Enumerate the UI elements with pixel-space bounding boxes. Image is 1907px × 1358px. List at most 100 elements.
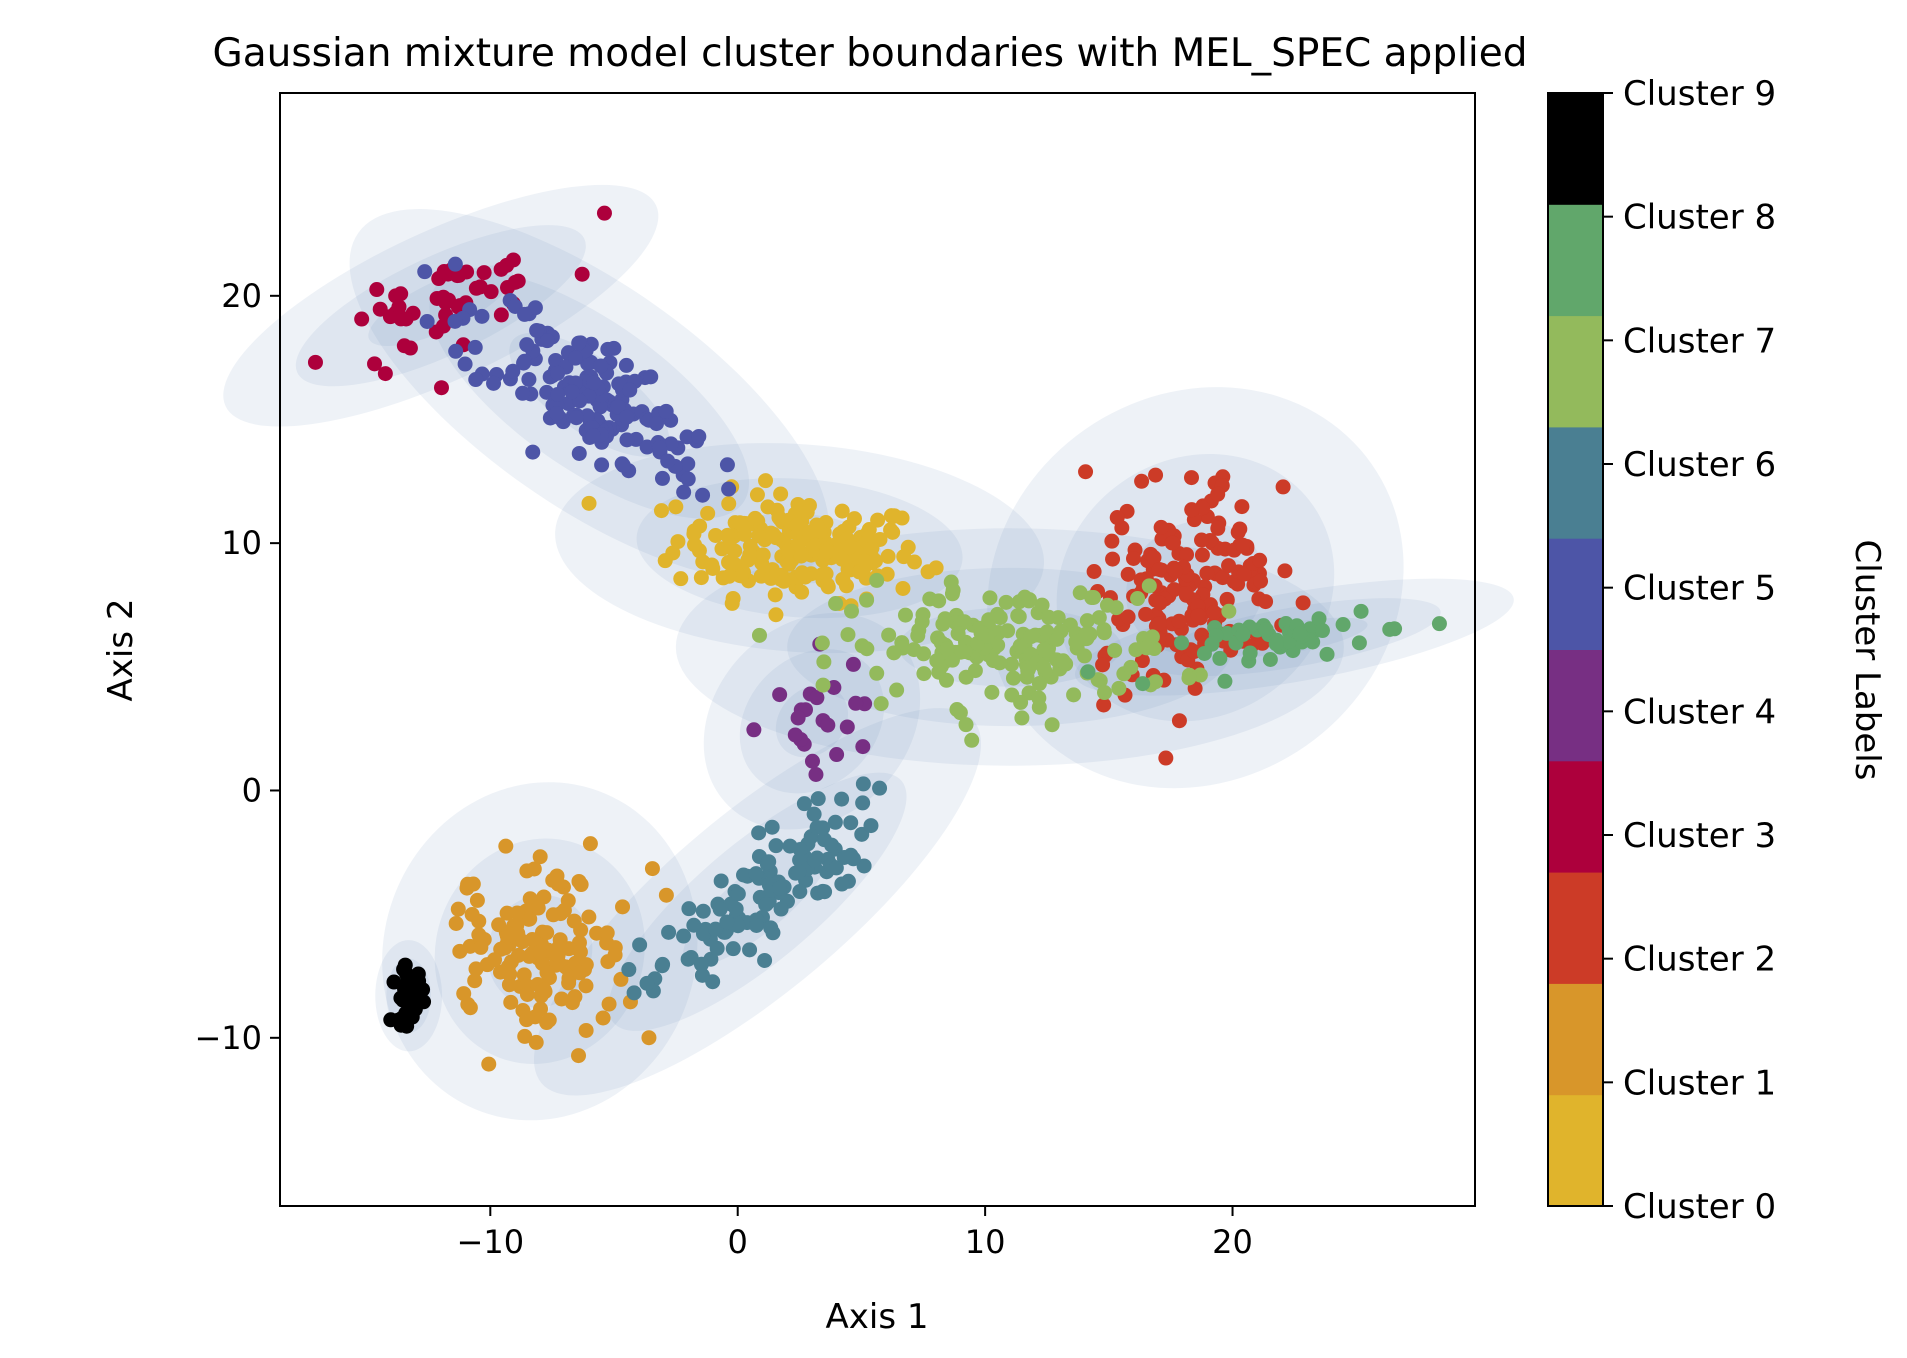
- cluster-5-point: [571, 445, 587, 461]
- cluster-8-point: [1135, 676, 1151, 692]
- colorbar-tick-label: Cluster 3: [1623, 816, 1776, 856]
- cluster-5-point: [550, 365, 566, 381]
- cluster-8-point: [1292, 626, 1308, 642]
- cluster-6-point: [719, 914, 735, 930]
- cluster-7-point: [859, 592, 875, 608]
- cluster-5-point: [594, 457, 610, 473]
- cluster-6-point: [764, 819, 780, 835]
- colorbar-tick-label: Cluster 7: [1623, 321, 1776, 361]
- cluster-5-point: [721, 481, 737, 497]
- cluster-0-point: [742, 547, 758, 563]
- cluster-1-point: [578, 1022, 594, 1038]
- cluster-1-point: [595, 1010, 611, 1026]
- cluster-5-point: [516, 355, 532, 371]
- cluster-7-point: [954, 643, 970, 659]
- cluster-2-point: [1219, 592, 1235, 608]
- cluster-5-point: [695, 487, 711, 503]
- cluster-3-point: [354, 311, 370, 327]
- cluster-7-point: [992, 610, 1008, 626]
- cluster-7-point: [985, 653, 1001, 669]
- cluster-4-ellipse-3sigma: [703, 613, 921, 830]
- cluster-5-point: [652, 440, 668, 456]
- cluster-6-point: [693, 956, 709, 972]
- cluster-2-point: [1158, 750, 1174, 766]
- cluster-7-point: [1005, 670, 1021, 686]
- cluster-0-point: [758, 473, 774, 489]
- cluster-7-point: [751, 627, 767, 643]
- cluster-7-point: [840, 627, 856, 643]
- cluster-5-point: [517, 306, 533, 322]
- cluster-6-point: [655, 956, 671, 972]
- cluster-4-ellipse-2sigma: [739, 649, 885, 794]
- cluster-5-point: [519, 337, 535, 353]
- cluster-8-point: [1382, 621, 1398, 637]
- cluster-0-point: [842, 539, 858, 555]
- cluster-7-point: [897, 607, 913, 623]
- cluster-8-point: [1242, 645, 1258, 661]
- cluster-6-point: [872, 780, 888, 796]
- cluster-7-point: [815, 677, 831, 693]
- cluster-6-point: [807, 852, 823, 868]
- cluster-1-point: [549, 868, 565, 884]
- cluster-6-point: [632, 937, 648, 953]
- cluster-5-point: [515, 385, 531, 401]
- cluster-1-point: [536, 889, 552, 905]
- cluster-2-point: [1194, 532, 1210, 548]
- cluster-6-point: [856, 858, 872, 874]
- cluster-5-point: [611, 376, 627, 392]
- cluster-7-point: [1036, 642, 1052, 658]
- cluster-5-point: [585, 428, 601, 444]
- cluster-3-point: [493, 307, 509, 323]
- cluster-6-point: [828, 860, 844, 876]
- cluster-6-point: [725, 941, 741, 957]
- cluster-5-point: [663, 436, 679, 452]
- cluster-2-point: [1134, 653, 1150, 669]
- cluster-7-point: [938, 672, 954, 688]
- cluster-7-point: [950, 626, 966, 642]
- cluster-0-point: [721, 554, 737, 570]
- cluster-7-point: [1221, 603, 1237, 619]
- cluster-7-point: [981, 612, 997, 628]
- cluster-6-point: [771, 880, 787, 896]
- cluster-7-point: [1000, 623, 1016, 639]
- chart-title: Gaussian mixture model cluster boundarie…: [213, 31, 1528, 76]
- cluster-7-point: [1021, 592, 1037, 608]
- cluster-5-point: [468, 372, 484, 388]
- cluster-7-point: [1123, 659, 1139, 675]
- cluster-0-point: [883, 508, 899, 524]
- cluster-1-point: [641, 1030, 657, 1046]
- cluster-7-point: [944, 586, 960, 602]
- x-axis-label: Axis 1: [826, 1297, 929, 1337]
- cluster-5-point: [527, 300, 543, 316]
- cluster-0-point: [819, 577, 835, 593]
- cluster-8-point: [1314, 623, 1330, 639]
- cluster-5-point: [615, 457, 631, 473]
- cluster-0-point: [657, 553, 673, 569]
- cluster-6-point: [768, 838, 784, 854]
- cluster-6-point: [694, 967, 710, 983]
- colorbar-swatch-cluster-0: [1548, 1094, 1603, 1207]
- cluster-0-point: [767, 587, 783, 603]
- cluster-6-point: [748, 917, 764, 933]
- cluster-0-point: [760, 499, 776, 515]
- cluster-5-point: [447, 256, 463, 272]
- cluster-0-point: [864, 540, 880, 556]
- cluster-1-point: [532, 944, 548, 960]
- cluster-7-point: [956, 614, 972, 630]
- cluster-0-point: [724, 595, 740, 611]
- cluster-6-point: [680, 951, 696, 967]
- cluster-2-point: [1138, 606, 1154, 622]
- cluster-6-point: [728, 901, 744, 917]
- cluster-0-point: [653, 503, 669, 519]
- cluster-7-point: [984, 684, 1000, 700]
- cluster-2-point: [1120, 609, 1136, 625]
- cluster-3-point: [391, 299, 407, 315]
- colorbar-tick-label: Cluster 2: [1623, 940, 1776, 980]
- cluster-0-point: [670, 534, 686, 550]
- cluster-5-point: [486, 375, 502, 391]
- cluster-7-point: [1077, 648, 1093, 664]
- cluster-1-point: [532, 849, 548, 865]
- cluster-5-point: [417, 264, 433, 280]
- cluster-6-point: [661, 924, 677, 940]
- cluster-4-point: [820, 717, 836, 733]
